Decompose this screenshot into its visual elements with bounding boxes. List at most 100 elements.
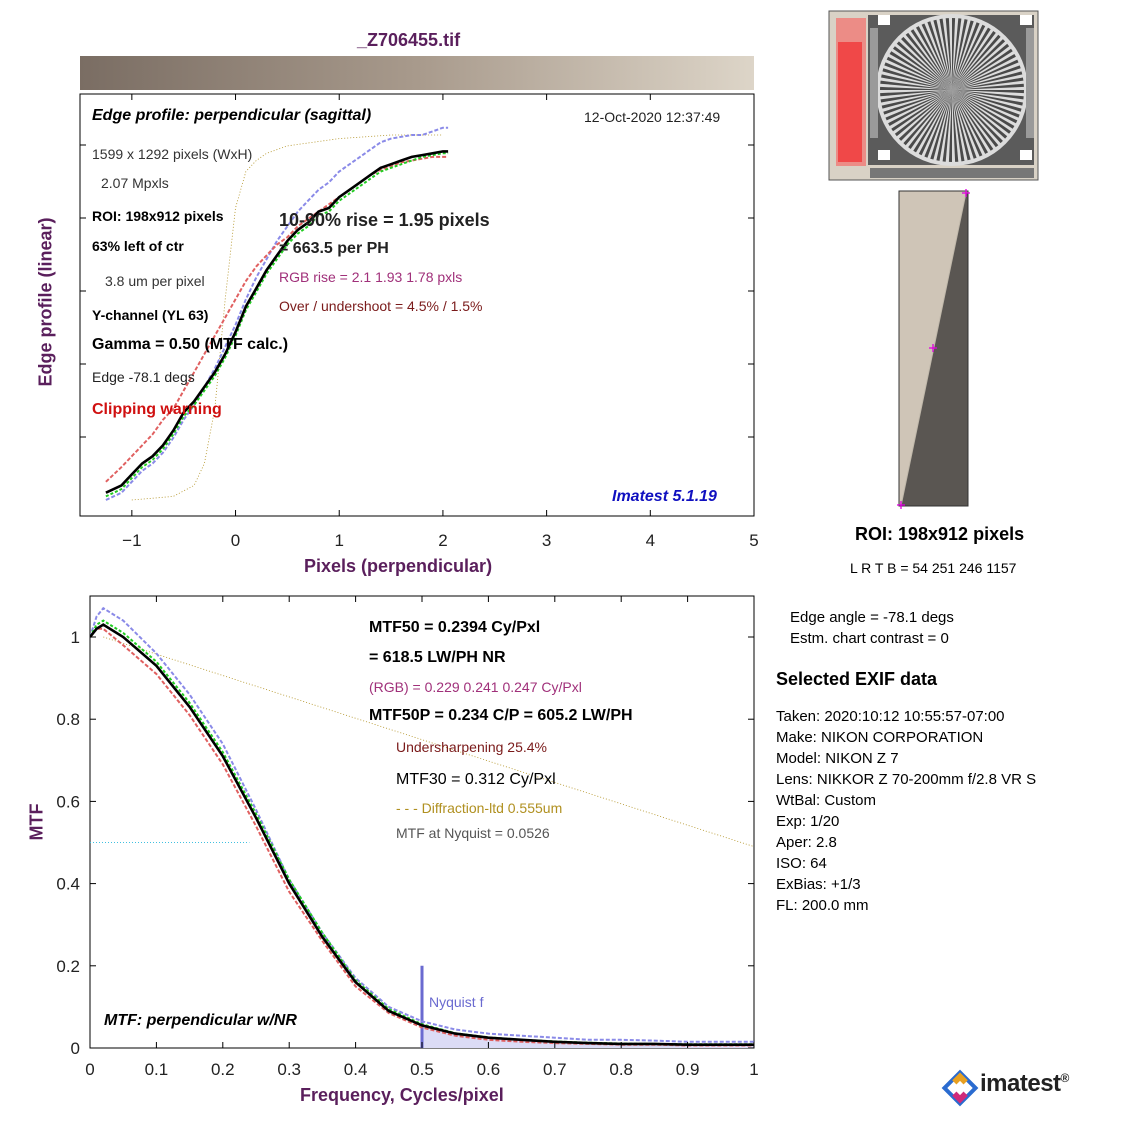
- star-spoke: [945, 18, 952, 91]
- mtf-xlabel: Frequency, Cycles/pixel: [300, 1085, 504, 1105]
- mtf50p-value: MTF50P = 0.234 C/P = 605.2 LW/PH: [369, 707, 633, 724]
- roi-position: 63% left of ctr: [92, 238, 184, 254]
- mtf-ylabel: MTF: [26, 803, 47, 841]
- star-spoke: [893, 46, 952, 90]
- star-spoke: [889, 51, 952, 90]
- clipping-warning: Clipping warning: [92, 401, 222, 418]
- star-spoke: [952, 90, 1011, 134]
- star-spoke: [880, 90, 952, 97]
- exif-list: Taken: 2020:10:12 10:55:57-07:00 Make: N…: [776, 706, 1036, 916]
- star-spoke: [952, 90, 1015, 129]
- star-spoke: [952, 90, 1008, 139]
- star-spoke: [952, 83, 1024, 90]
- star-spoke: [933, 19, 952, 91]
- star-spoke: [880, 86, 952, 90]
- star-spoke: [905, 32, 952, 90]
- edge-xtick-label: −1: [122, 531, 141, 550]
- mtf-xtick-label: 0: [85, 1060, 94, 1079]
- mtf50-value: MTF50 = 0.2394 Cy/Pxl: [369, 619, 541, 636]
- mtf-series-r: [90, 627, 754, 1047]
- star-spoke: [885, 90, 952, 121]
- exif-taken: Taken: 2020:10:12 10:55:57-07:00: [776, 708, 1005, 725]
- star-spoke: [952, 31, 996, 90]
- exif-exbias: ExBias: +1/3: [776, 876, 861, 893]
- star-spoke: [952, 90, 1018, 124]
- mtf-xtick-label: 0.7: [543, 1060, 567, 1079]
- overshoot: Over / undershoot = 4.5% / 1.5%: [279, 298, 483, 314]
- imatest-logo-text: imatest®: [980, 1070, 1069, 1097]
- star-spoke: [952, 48, 1013, 90]
- siemens-star: [880, 18, 1024, 162]
- gradient-bar: [80, 56, 754, 90]
- star-spoke: [898, 90, 952, 141]
- star-spoke: [924, 90, 952, 158]
- edge-angle-info: Edge angle = -78.1 degs: [790, 609, 954, 626]
- exif-exp: Exp: 1/20: [776, 813, 840, 830]
- mtf-ytick-label: 1: [71, 628, 80, 647]
- mtf-xtick-label: 1: [749, 1060, 758, 1079]
- chart-thumbnail: [828, 10, 1039, 181]
- edge-series-diffraction-ltd: [131, 134, 443, 501]
- star-spoke: [952, 18, 956, 90]
- star-spoke: [891, 90, 952, 132]
- star-spoke: [952, 34, 1001, 90]
- version-label: Imatest 5.1.19: [612, 488, 717, 505]
- mtf50-lwph: = 618.5 LW/PH NR: [369, 649, 506, 666]
- edge-series-r: [105, 155, 449, 483]
- file-title: _Z706455.tif: [357, 30, 461, 50]
- star-spoke: [881, 74, 952, 90]
- star-spoke: [952, 90, 977, 159]
- star-spoke: [952, 90, 994, 151]
- edge-xlabel: Pixels (perpendicular): [304, 556, 493, 576]
- star-spoke: [886, 56, 952, 90]
- star-spoke: [952, 90, 1023, 106]
- edge-plot-frame: [79, 93, 755, 517]
- edge-series-g: [105, 152, 449, 498]
- star-spoke: [952, 43, 1010, 90]
- star-spoke: [952, 90, 1024, 100]
- star-spoke: [952, 90, 1022, 112]
- mtf50-rgb: (RGB) = 0.229 0.241 0.247 Cy/Pxl: [369, 679, 582, 695]
- star-spoke: [952, 77, 1024, 90]
- nyquist-mtf: MTF at Nyquist = 0.0526: [396, 825, 550, 841]
- exif-make: Make: NIKON CORPORATION: [776, 729, 984, 746]
- edge-plot-title: Edge profile: perpendicular (sagittal): [92, 107, 372, 124]
- star-spoke: [901, 36, 952, 90]
- mtf-xtick-label: 0.6: [477, 1060, 501, 1079]
- star-spoke: [913, 90, 952, 153]
- edge-xtick-label: 1: [334, 531, 343, 550]
- star-spoke: [942, 90, 952, 162]
- star-spoke: [894, 90, 952, 137]
- mtf-xtick-label: 0.3: [277, 1060, 301, 1079]
- channel: Y-channel (YL 63): [92, 307, 209, 323]
- gamma: Gamma = 0.50 (MTF calc.): [92, 336, 289, 353]
- star-spoke: [939, 18, 952, 91]
- star-spoke: [884, 62, 952, 90]
- star-spoke: [888, 90, 952, 126]
- star-spoke: [880, 90, 952, 103]
- star-spoke: [952, 18, 962, 90]
- mtf-plot-area: [90, 606, 754, 1048]
- star-spoke: [948, 90, 952, 162]
- star-spoke: [880, 80, 952, 90]
- star-spoke: [952, 90, 959, 162]
- edge-xtick-label: 3: [542, 531, 551, 550]
- star-spoke: [908, 90, 952, 149]
- star-spoke: [952, 24, 986, 91]
- star-spoke: [952, 27, 991, 91]
- imatest-logo-icon: [941, 1069, 979, 1107]
- star-spoke: [921, 23, 952, 90]
- star-spoke: [952, 90, 983, 157]
- star-spoke: [882, 68, 952, 90]
- star-spoke: [952, 71, 1023, 90]
- rise-value: 10-90% rise = 1.95 pixels: [279, 210, 490, 230]
- star-spoke: [952, 90, 1020, 118]
- edge-series-b: [105, 126, 449, 501]
- edge-xtick-label: 4: [646, 531, 655, 550]
- star-spoke: [952, 59, 1019, 90]
- star-spoke: [881, 90, 952, 109]
- mtf-ytick-label: 0: [71, 1039, 80, 1058]
- rgb-rise: RGB rise = 2.1 1.93 1.78 pxls: [279, 269, 463, 285]
- star-spoke: [896, 41, 952, 90]
